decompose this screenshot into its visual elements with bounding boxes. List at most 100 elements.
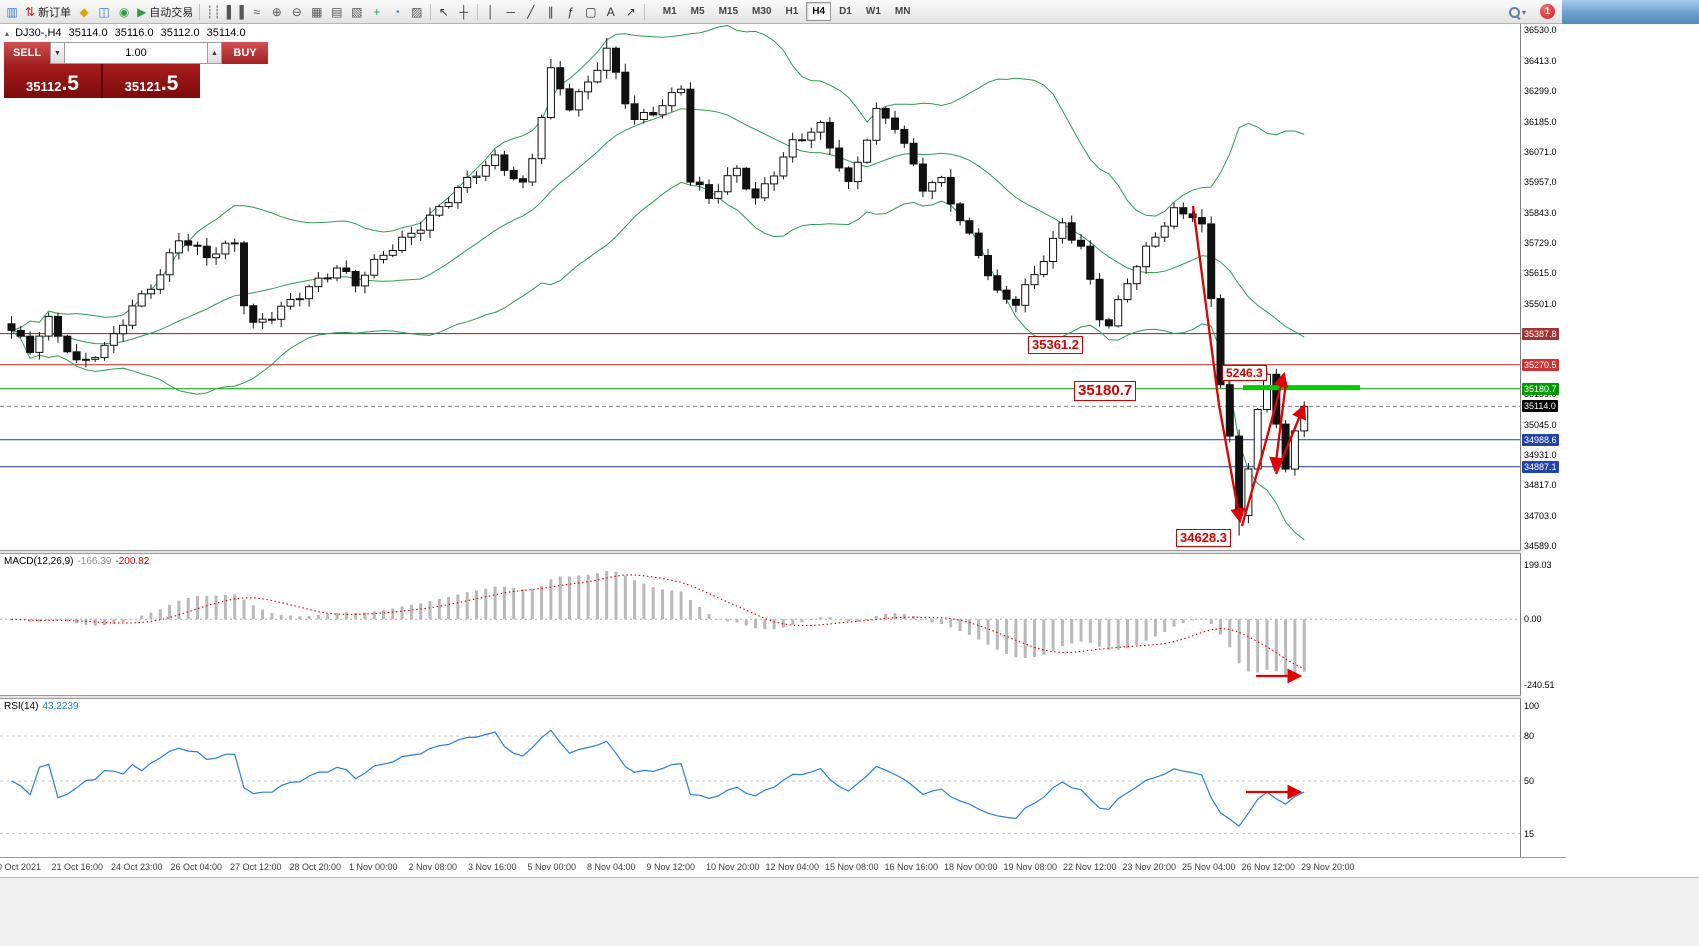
- sell-price-pips: .5: [61, 72, 79, 95]
- period-clock-icon[interactable]: ◔: [387, 2, 407, 22]
- vertical-line-icon[interactable]: │: [481, 2, 501, 22]
- channel-icon: ∥: [547, 4, 554, 19]
- time-tick: 18 Nov 00:00: [944, 862, 998, 872]
- window-frame-area: [1562, 0, 1699, 24]
- price-tick: 35729.0: [1524, 237, 1557, 248]
- symbol-info: ▴ DJ30-,H4 35114.0 35116.0 35112.0 35114…: [5, 27, 250, 39]
- template-icon: ▨: [411, 4, 423, 19]
- autotrading-button[interactable]: ▶ 自动交易: [134, 2, 196, 22]
- time-tick: 10 Nov 20:00: [706, 862, 760, 872]
- bar-chart-icon: ┊┊: [206, 4, 221, 19]
- pane-splitter-macd[interactable]: [0, 550, 1521, 554]
- chart-window-icon[interactable]: ▥: [2, 2, 22, 22]
- channel-icon[interactable]: ∥: [541, 2, 561, 22]
- hline-price-tag: 35270.5: [1522, 358, 1559, 371]
- data-window-icon[interactable]: ◫: [94, 2, 114, 22]
- line-chart-icon: ≈: [253, 4, 261, 19]
- timeframe-h4[interactable]: H4: [806, 2, 832, 21]
- bar-chart-icon[interactable]: ┊┊: [203, 2, 223, 22]
- timeframe-w1[interactable]: W1: [865, 6, 881, 17]
- time-tick: 9 Nov 12:00: [646, 862, 696, 872]
- price-tick: 36413.0: [1524, 56, 1557, 67]
- candlestick-chart-icon[interactable]: ▌▐: [224, 2, 247, 22]
- price-annotation[interactable]: 34628.3: [1176, 529, 1231, 547]
- zoom-out-icon: ⊖: [291, 4, 302, 19]
- search-button[interactable]: ▾: [1508, 3, 1534, 21]
- price-chart-canvas[interactable]: [0, 0, 1520, 946]
- arrange-windows-icon[interactable]: ▤: [327, 2, 347, 22]
- macd-value: -166.39: [77, 556, 112, 567]
- market-watch-icon[interactable]: ◆: [74, 2, 94, 22]
- rsi-value: 43.2239: [42, 701, 79, 712]
- symbol-dropdown-icon[interactable]: ▴: [5, 29, 10, 38]
- timeframe-m1[interactable]: M1: [662, 6, 677, 17]
- timeframe-d1[interactable]: D1: [839, 6, 852, 17]
- tile-windows-icon[interactable]: ▦: [307, 2, 327, 22]
- price-scale[interactable]: 36530.0 36413.0 36299.0 36185.0 36071.0 35957…: [1520, 24, 1566, 857]
- volume-up-button[interactable]: ▲: [207, 42, 222, 64]
- new-order-button[interactable]: ⇅ 新订单: [22, 2, 74, 22]
- timeframe-m5[interactable]: M5: [690, 6, 705, 17]
- time-tick: 2 Nov 08:00: [408, 862, 458, 872]
- arrows-tool-icon: ↗: [625, 4, 636, 19]
- symbol-name: DJ30-,H4: [15, 27, 62, 39]
- arrange-windows-icon: ▤: [331, 4, 343, 19]
- notification-badge[interactable]: 1: [1540, 4, 1555, 19]
- horizontal-line-icon[interactable]: ─: [501, 2, 521, 22]
- navigator-icon[interactable]: ◉: [114, 2, 134, 22]
- new-order-button-label: 新订单: [38, 6, 72, 19]
- new-chart-icon[interactable]: +: [367, 2, 387, 22]
- volume-input[interactable]: [65, 42, 207, 64]
- timeframe-h1[interactable]: H1: [785, 6, 799, 17]
- price-tick: 35957.0: [1524, 177, 1557, 188]
- sell-price[interactable]: 35112.5: [4, 64, 101, 98]
- buy-price[interactable]: 35121.5: [101, 64, 200, 98]
- line-chart-icon[interactable]: ≈: [247, 2, 267, 22]
- crosshair-icon[interactable]: ┼: [454, 2, 474, 22]
- time-tick: 22 Nov 12:00: [1063, 862, 1117, 872]
- macd-name: MACD(12,26,9): [4, 556, 74, 567]
- trendline-icon[interactable]: ╱: [521, 2, 541, 22]
- hline-price-tag: 34988.6: [1522, 433, 1559, 446]
- rsi-scale-tick: 50: [1524, 776, 1535, 786]
- price-annotation[interactable]: 35180.7: [1074, 381, 1137, 401]
- cascade-windows-icon: ▧: [351, 4, 363, 19]
- volume-down-button[interactable]: ▼: [50, 42, 65, 64]
- macd-scale-tick: -240.51: [1524, 679, 1555, 690]
- price-annotation[interactable]: 35361.2: [1028, 336, 1083, 354]
- timeframe-m15[interactable]: M15: [718, 6, 739, 17]
- timeframe-mn[interactable]: MN: [894, 6, 911, 17]
- sell-button[interactable]: SELL: [4, 42, 50, 64]
- time-tick: 21 Oct 16:00: [51, 862, 104, 872]
- time-tick: 20 Oct 2021: [0, 862, 42, 872]
- price-tick: 34589.0: [1524, 541, 1557, 551]
- time-tick: 5 Nov 00:00: [527, 862, 577, 872]
- tile-windows-icon: ▦: [311, 4, 323, 19]
- pane-splitter-rsi[interactable]: [0, 695, 1521, 699]
- cursor-icon[interactable]: ↖: [434, 2, 454, 22]
- text-icon: A: [606, 4, 615, 19]
- macd-signal-value: -200.82: [115, 556, 150, 567]
- price-tick: 36071.0: [1524, 147, 1557, 158]
- price-tick: 34931.0: [1524, 450, 1557, 461]
- buy-price-main: 35121: [124, 79, 161, 94]
- time-tick: 19 Nov 08:00: [1003, 862, 1058, 872]
- toolbar-separator: [476, 3, 478, 20]
- zoom-in-icon[interactable]: ⊕: [267, 2, 287, 22]
- cascade-windows-icon[interactable]: ▧: [347, 2, 367, 22]
- new-order-icon: ⇅: [25, 4, 36, 19]
- zoom-out-icon[interactable]: ⊖: [287, 2, 307, 22]
- template-icon[interactable]: ▨: [407, 2, 427, 22]
- time-scale[interactable]: 20 Oct 2021 21 Oct 16:00 24 Oct 23:00 26 Oc…: [0, 857, 1566, 877]
- timeframe-m30[interactable]: M30: [752, 6, 772, 17]
- text-icon[interactable]: A: [601, 2, 621, 22]
- buy-price-pips: .5: [160, 72, 179, 95]
- fibonacci-icon[interactable]: ƒ: [561, 2, 581, 22]
- shapes-icon[interactable]: ▢: [581, 2, 601, 22]
- price-annotation[interactable]: 5246.3: [1222, 365, 1267, 382]
- one-click-trading-panel: SELL ▼ ▲ BUY 35112.5 35121.5: [4, 42, 268, 98]
- time-tick: 12 Nov 04:00: [765, 862, 820, 872]
- horizontal-line-icon: ─: [506, 4, 516, 19]
- buy-button[interactable]: BUY: [222, 42, 268, 64]
- arrows-tool-icon[interactable]: ↗: [621, 2, 641, 22]
